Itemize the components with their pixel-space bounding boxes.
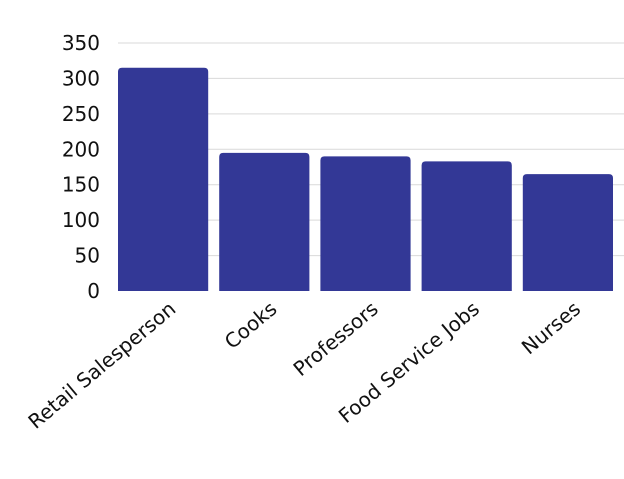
bar-retail-salesperson [118, 67, 209, 291]
y-tick-label: 100 [62, 208, 100, 232]
bars [118, 67, 613, 291]
y-axis-tick-labels: 0 50 100 150 200 250 300 350 [62, 31, 100, 303]
bar-nurses [522, 174, 613, 291]
y-tick-label: 350 [62, 31, 100, 55]
bar-professors [320, 156, 411, 291]
y-tick-label: 0 [87, 279, 100, 303]
y-tick-label: 200 [62, 137, 100, 161]
y-tick-label: 50 [75, 244, 100, 268]
y-tick-label: 150 [62, 173, 100, 197]
bar-food-service-jobs [421, 161, 512, 291]
y-tick-label: 250 [62, 102, 100, 126]
x-category-label: Retail Salesperson [23, 296, 180, 433]
x-category-label: Cooks [220, 296, 282, 353]
bar-cooks [219, 152, 310, 291]
x-category-label: Professors [289, 296, 383, 380]
x-category-label: Nurses [517, 296, 585, 359]
y-tick-label: 300 [62, 66, 100, 90]
